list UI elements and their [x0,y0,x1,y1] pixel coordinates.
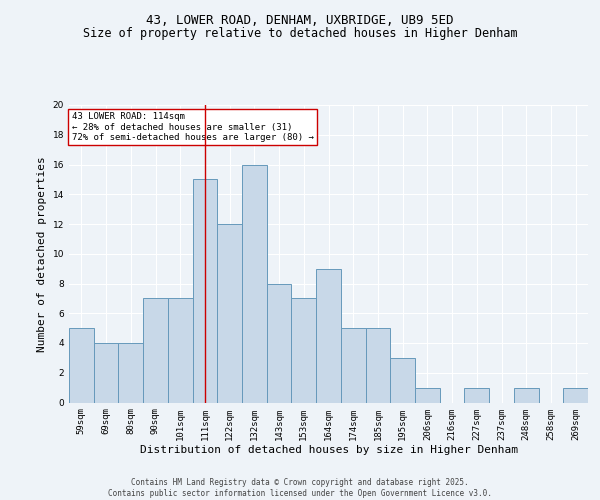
Bar [168,298,193,403]
Y-axis label: Number of detached properties: Number of detached properties [37,156,47,352]
Text: Contains HM Land Registry data © Crown copyright and database right 2025.
Contai: Contains HM Land Registry data © Crown c… [108,478,492,498]
Bar [143,298,168,403]
Bar [464,388,489,402]
Bar [217,224,242,402]
Bar [514,388,539,402]
Text: 43, LOWER ROAD, DENHAM, UXBRIDGE, UB9 5ED: 43, LOWER ROAD, DENHAM, UXBRIDGE, UB9 5E… [146,14,454,28]
Text: 43 LOWER ROAD: 114sqm
← 28% of detached houses are smaller (31)
72% of semi-deta: 43 LOWER ROAD: 114sqm ← 28% of detached … [71,112,313,142]
Text: Size of property relative to detached houses in Higher Denham: Size of property relative to detached ho… [83,27,517,40]
Bar [415,388,440,402]
X-axis label: Distribution of detached houses by size in Higher Denham: Distribution of detached houses by size … [139,445,517,455]
Bar [69,328,94,402]
Bar [242,164,267,402]
Bar [341,328,365,402]
Bar [193,180,217,402]
Bar [563,388,588,402]
Bar [94,343,118,402]
Bar [316,268,341,402]
Bar [365,328,390,402]
Bar [118,343,143,402]
Bar [390,358,415,403]
Bar [267,284,292,403]
Bar [292,298,316,403]
